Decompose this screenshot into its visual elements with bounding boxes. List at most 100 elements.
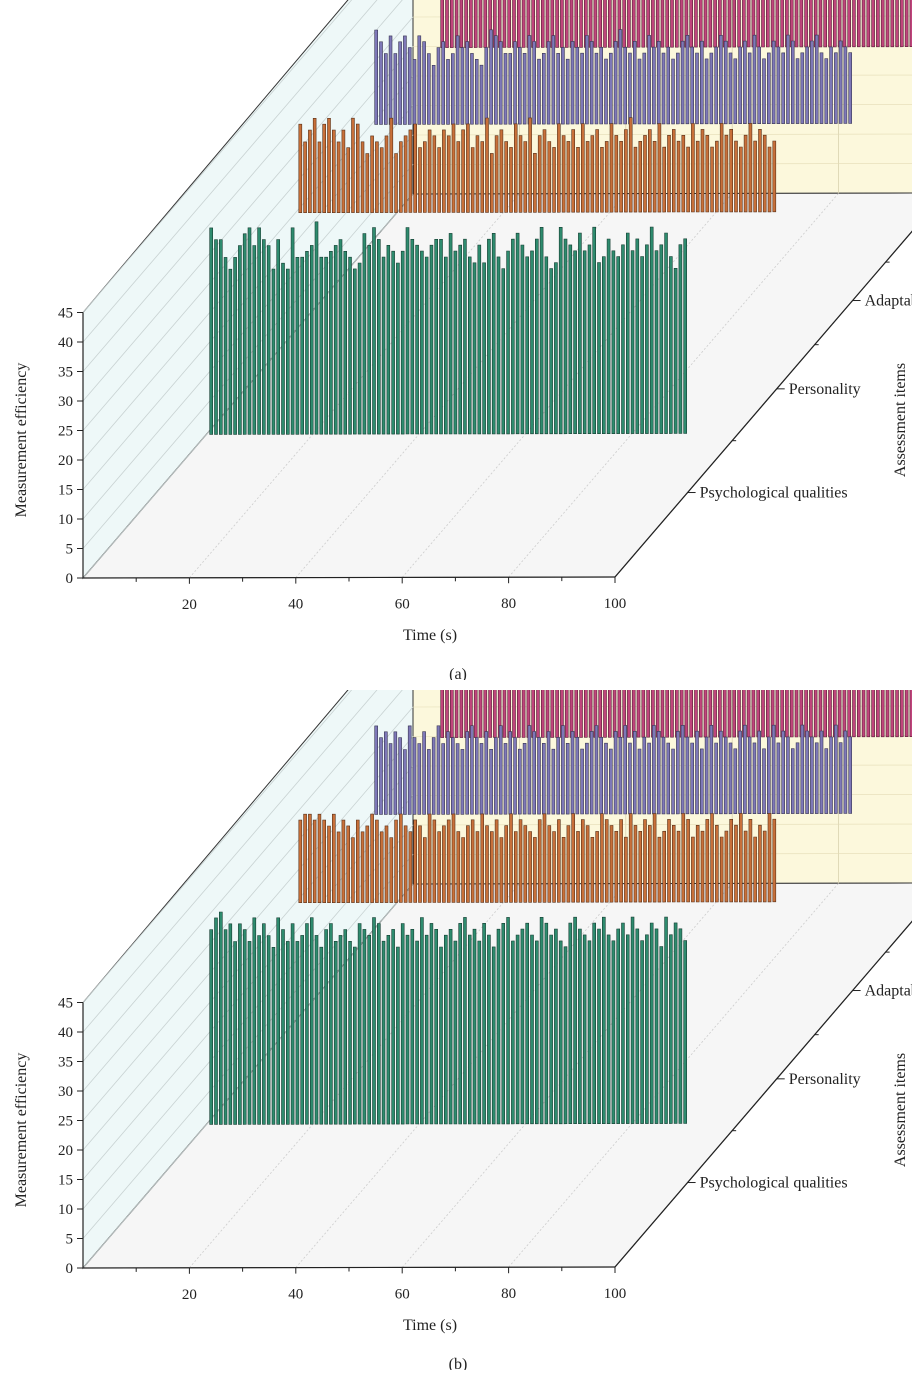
bar [790,748,795,814]
bar [394,819,398,903]
bar [715,824,719,903]
bar [467,256,472,435]
bar [533,837,537,903]
bar [636,654,641,738]
bar [303,813,307,903]
bar [441,743,446,815]
bar [571,813,576,903]
bar [633,146,638,213]
series-personality [298,813,777,903]
x-tick-label: 100 [604,596,627,612]
bar [508,731,513,815]
bar [756,0,761,48]
x-tick-label: 60 [395,1286,410,1302]
bar [530,934,534,1125]
y-axis-title: Measurement efficiency [13,1053,30,1208]
bar [413,123,418,213]
bar [762,58,766,124]
bar [415,940,419,1125]
bar [298,819,303,903]
bar [238,923,242,1125]
x-tick-label: 20 [182,597,197,613]
bar [512,654,516,738]
bar [842,659,847,738]
bar [515,934,520,1125]
bar [498,725,503,815]
bar [418,147,422,213]
bar [727,0,732,48]
bar [613,731,618,815]
bar [834,52,838,124]
bar [370,813,374,903]
bar [322,123,327,213]
bar [656,730,661,815]
bar [671,129,676,213]
bar [598,0,603,48]
bar [666,742,671,815]
bar [753,140,757,213]
bar [843,730,848,814]
bar [520,928,525,1125]
bar [722,0,727,48]
bar [494,35,498,125]
bar [597,928,601,1125]
bar [422,141,427,213]
bar [595,129,599,213]
bar [499,837,504,903]
bar [780,659,784,738]
bar [479,64,484,125]
bar [214,917,218,1125]
bar [223,929,228,1125]
bar [415,244,419,435]
bar [743,830,748,903]
bar [422,41,426,125]
bar [502,0,507,48]
bar [890,653,895,738]
bar [757,730,762,814]
bar [507,0,512,48]
bar [532,731,537,815]
bar [625,232,630,434]
bar [247,227,252,435]
bar [609,123,614,213]
bar [781,52,786,125]
bar [738,730,742,814]
bar [719,836,724,903]
bar [531,0,536,48]
bar [319,946,324,1125]
category-label: Psychological qualities [700,485,848,502]
bar [362,929,367,1125]
y-tick-label: 10 [58,512,73,528]
bar [556,52,560,125]
bar [308,813,312,903]
bar [432,819,437,903]
bar [437,147,441,213]
bar [748,123,753,213]
bar [537,58,541,125]
bar [393,731,398,815]
bar [446,731,450,815]
grid-line [412,823,912,826]
bar [561,837,566,903]
bar [805,46,809,124]
bar [818,0,823,48]
bar [635,928,640,1124]
x-axis-title: Time (s) [403,1317,457,1334]
bar [473,666,478,738]
bar [338,239,343,435]
bar [585,742,589,815]
bar [580,123,585,213]
bar [752,742,757,814]
bar [470,147,475,213]
panel-caption: (a) [449,666,467,680]
panel-caption: (b) [449,1356,468,1370]
bar [600,813,604,903]
bar [704,58,709,125]
bar [765,671,770,738]
bar [603,666,607,738]
bar [257,935,261,1125]
bar [383,731,388,815]
bar [758,824,762,903]
grid-line [82,736,414,1121]
bar [743,724,747,814]
